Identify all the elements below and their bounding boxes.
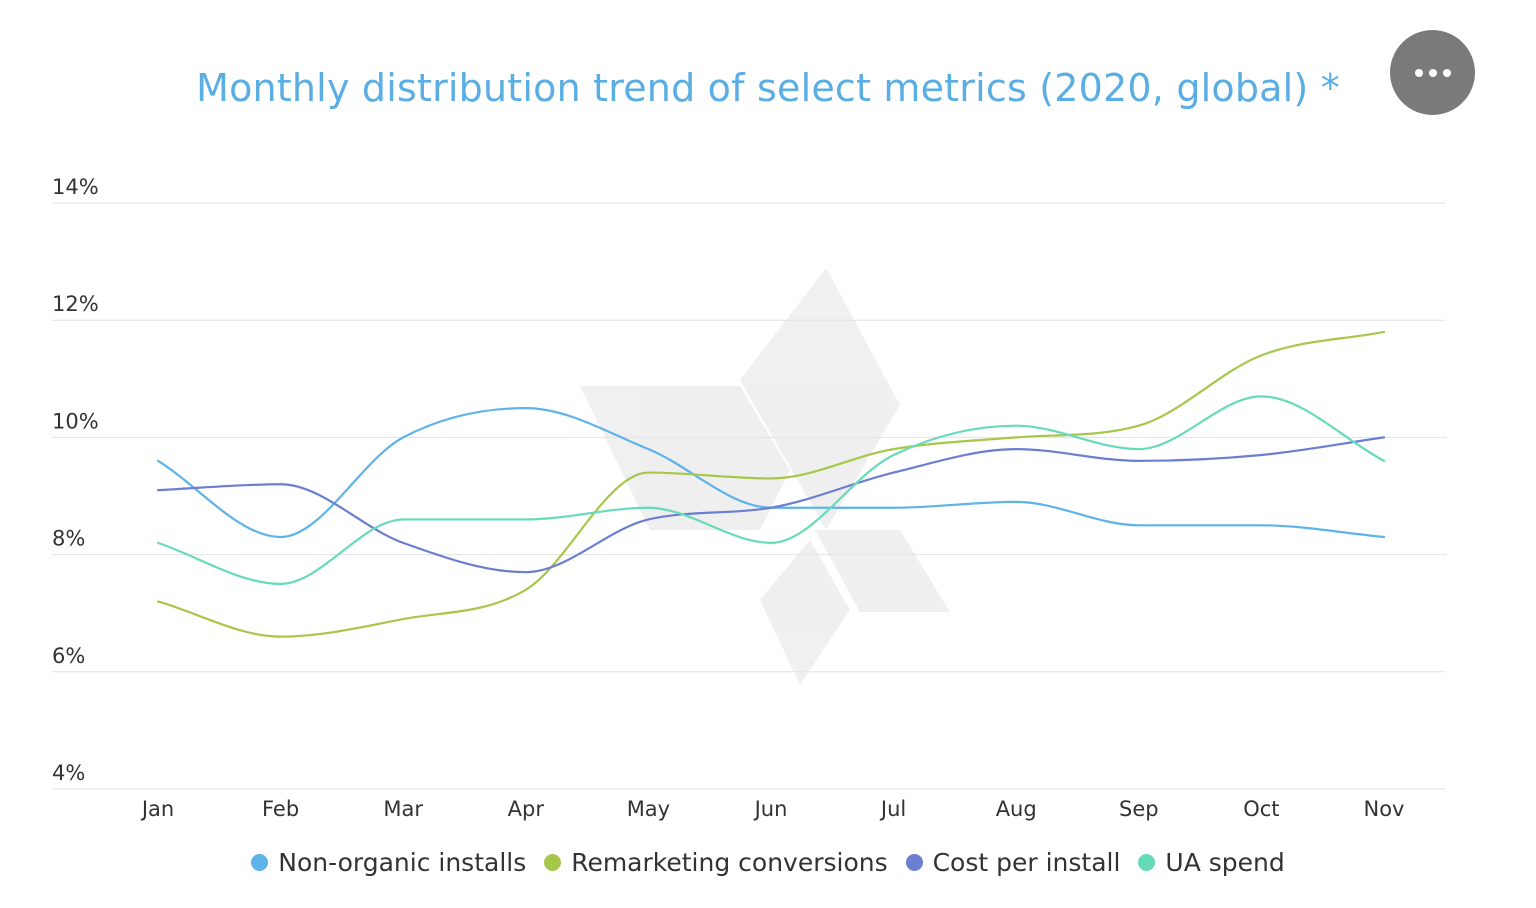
x-tick-label: Mar	[383, 797, 423, 821]
x-tick-label: May	[627, 797, 670, 821]
more-options-button[interactable]	[1390, 30, 1475, 115]
y-tick-label: 12%	[52, 292, 99, 316]
legend-item-cost-per-install[interactable]: Cost per install	[905, 848, 1121, 877]
legend-item-remarketing-conversions[interactable]: Remarketing conversions	[544, 848, 888, 877]
x-tick-label: Jun	[753, 797, 788, 821]
series-line-cost-per-install[interactable]	[156, 436, 1386, 574]
y-tick-label: 8%	[52, 527, 85, 551]
more-horizontal-icon-dot	[1428, 68, 1437, 77]
series-line-non-organic-installs[interactable]	[156, 407, 1386, 539]
legend-label: Cost per install	[932, 848, 1121, 877]
legend-marker	[1138, 854, 1156, 871]
x-tick-label: Jan	[140, 797, 174, 821]
x-tick-label: Aug	[996, 797, 1037, 821]
legend-label: Remarketing conversions	[571, 848, 888, 877]
series-line-ua-spend[interactable]	[156, 395, 1386, 585]
series-line-remarketing-conversions[interactable]	[156, 330, 1386, 638]
y-tick-label: 14%	[52, 175, 99, 199]
legend-label: UA spend	[1165, 848, 1285, 877]
chart-legend: Non-organic installs Remarketing convers…	[0, 848, 1536, 877]
legend-marker	[251, 854, 269, 871]
more-horizontal-icon-dot	[1442, 68, 1451, 77]
chart-title: Monthly distribution trend of select met…	[196, 66, 1340, 110]
x-tick-label: Feb	[262, 797, 299, 821]
x-tick-label: Jul	[879, 797, 906, 821]
x-tick-label: Oct	[1243, 797, 1279, 821]
more-horizontal-icon	[1414, 68, 1423, 77]
y-tick-label: 10%	[52, 409, 99, 433]
y-tick-label: 4%	[52, 761, 85, 785]
x-tick-label: Nov	[1364, 797, 1405, 821]
y-tick-label: 6%	[52, 644, 85, 668]
watermark-logo	[580, 268, 950, 685]
legend-marker	[905, 854, 923, 871]
x-tick-label: Sep	[1119, 797, 1159, 821]
legend-item-ua-spend[interactable]: UA spend	[1138, 848, 1285, 877]
legend-marker	[544, 854, 562, 871]
legend-label: Non-organic installs	[278, 848, 527, 877]
legend-item-non-organic-installs[interactable]: Non-organic installs	[251, 848, 526, 877]
x-tick-label: Apr	[508, 797, 545, 821]
